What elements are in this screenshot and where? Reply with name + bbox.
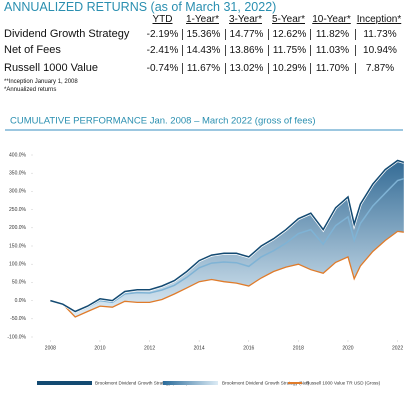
area-fill (50, 160, 404, 317)
row-label: Net of Fees (4, 44, 61, 56)
x-tick-label: 2012 (144, 345, 155, 351)
note: *Annualized returns (4, 87, 57, 93)
legend-swatch (163, 381, 218, 385)
legend-label: Russell 1000 Value TR USD (Gross) (306, 381, 381, 386)
x-tick-label: 2018 (293, 345, 304, 351)
column-header: Inception* (356, 14, 402, 25)
series-line (50, 177, 405, 314)
x-tick-label: 2008 (45, 345, 56, 351)
column-header: 1-Year* (186, 14, 219, 25)
y-tick-label: -100.0% (7, 334, 26, 340)
y-tick-label: 400.0% (9, 152, 27, 158)
y-tick-label: 150.0% (9, 243, 27, 249)
y-tick-label: 350.0% (9, 171, 27, 177)
y-tick-label: 300.0% (9, 189, 27, 195)
cell: 7.87% (355, 63, 404, 74)
column-header: 5-Year* (272, 14, 305, 25)
cell: 12.62% (268, 29, 310, 40)
cell: 11.67% (182, 63, 224, 74)
cell: -2.41% (146, 45, 179, 56)
cell: 14.43% (182, 45, 224, 56)
x-tick-label: 2010 (94, 345, 105, 351)
cell: 14.77% (225, 29, 267, 40)
legend-swatch (288, 382, 302, 384)
x-tick-label: 2014 (194, 345, 205, 351)
cell: 13.86% (225, 45, 267, 56)
legend-label: Brookmont Dividend Growth Strategy (Net) (222, 381, 310, 386)
y-tick-label: 50.0% (12, 280, 27, 286)
row-label: Dividend Growth Strategy (4, 28, 130, 40)
cell: 10.29% (268, 63, 310, 74)
series-line (50, 159, 405, 313)
row-label: Russell 1000 Value (4, 62, 98, 74)
column-header: 10-Year* (312, 14, 351, 25)
title-rule (5, 129, 403, 131)
cell: 15.36% (182, 29, 224, 40)
cell: 11.82% (310, 29, 354, 40)
cell: 11.03% (310, 45, 354, 56)
table-title: ANNUALIZED RETURNS (as of March 31, 2022… (4, 0, 277, 14)
column-header: 3-Year* (229, 14, 262, 25)
note: **Inception January 1, 2008 (4, 79, 78, 85)
x-tick-label: 2016 (243, 345, 254, 351)
cell: 13.02% (225, 63, 267, 74)
series-line (50, 230, 404, 318)
legend-label: Brookmont Dividend Growth Strategy (Gros… (95, 381, 188, 386)
cell: 11.70% (310, 63, 354, 74)
x-tick-label: 2022 (392, 345, 403, 351)
y-tick-label: -50.0% (10, 316, 26, 322)
cell: -0.74% (146, 63, 179, 74)
cell: 11.73% (355, 29, 404, 40)
cell: 10.94% (355, 45, 404, 56)
chart-title: CUMULATIVE PERFORMANCE Jan. 2008 – March… (10, 116, 316, 127)
y-tick-label: 200.0% (9, 225, 27, 231)
column-header: YTD (152, 14, 173, 25)
y-tick-label: 0.0% (15, 298, 27, 304)
cell: 11.75% (268, 45, 310, 56)
y-tick-label: 100.0% (9, 262, 27, 268)
cell: -2.19% (146, 29, 179, 40)
x-tick-label: 2020 (342, 345, 353, 351)
y-tick-label: 250.0% (9, 207, 27, 213)
legend-swatch (37, 381, 92, 385)
